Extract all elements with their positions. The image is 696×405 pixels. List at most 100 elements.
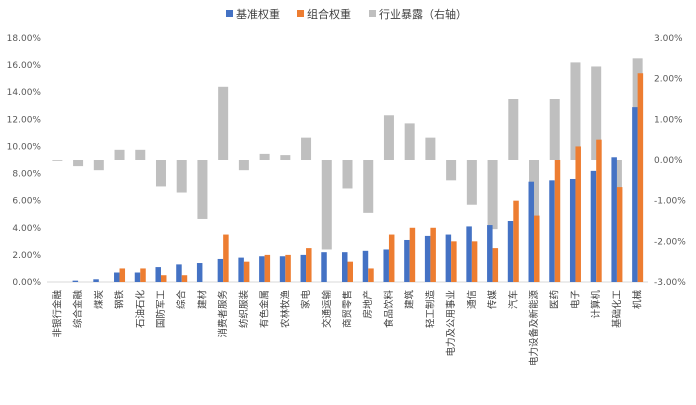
category-label: 传媒 — [487, 290, 499, 310]
base-weight-bar — [362, 250, 369, 282]
legend-label-base: 基准权重 — [236, 7, 280, 21]
base-weight-bar — [383, 249, 389, 282]
category-label: 综合 — [176, 290, 188, 310]
left-axis-tick-label: 6.00% — [12, 197, 41, 207]
base-weight-bar — [549, 180, 555, 282]
category-label: 电力设备及新能源 — [528, 290, 540, 367]
right-axis-tick-label: 0.00% — [654, 156, 683, 166]
portfolio-weight-bar — [264, 254, 271, 282]
exposure-bar — [342, 160, 353, 189]
exposure-bar — [466, 160, 477, 205]
left-axis-tick-label: 14.00% — [7, 88, 42, 98]
exposure-bar — [591, 66, 602, 160]
left-axis-tick-label: 16.00% — [7, 61, 42, 71]
portfolio-weight-bar — [285, 254, 291, 282]
portfolio-weight-bar — [409, 227, 416, 282]
exposure-bar — [446, 160, 457, 181]
category-label: 交通运输 — [321, 290, 333, 329]
base-weight-bar — [611, 157, 617, 282]
category-label: 建筑 — [404, 290, 416, 310]
base-weight-bar — [632, 107, 638, 282]
left-axis-tick-label: 12.00% — [7, 115, 42, 125]
base-weight-bar — [279, 256, 286, 282]
base-weight-bar — [72, 280, 79, 282]
exposure-bar — [280, 155, 291, 160]
category-label: 计算机 — [590, 290, 602, 319]
left-axis-tick-label: 0.00% — [12, 278, 41, 288]
exposure-bar — [321, 160, 332, 250]
bars — [52, 58, 644, 282]
exposure-bar — [52, 160, 63, 161]
exposure-bar — [114, 149, 125, 160]
category-label: 基础化工 — [611, 290, 623, 329]
category-label: 综合金融 — [72, 290, 84, 329]
exposure-bar — [197, 160, 208, 219]
category-label: 电力及公用事业 — [445, 290, 457, 357]
base-weight-bar — [321, 252, 327, 282]
category-label: 通信 — [466, 290, 478, 309]
exposure-bar — [93, 160, 104, 171]
category-label: 建材 — [196, 290, 208, 310]
base-weight-bar — [342, 252, 348, 282]
right-axis-tick-label: -1.00% — [654, 197, 686, 207]
category-label: 机械 — [632, 290, 644, 310]
portfolio-weight-bar — [368, 268, 374, 282]
legend-label-exposure: 行业暴露（右轴） — [379, 7, 467, 21]
base-weight-bar — [445, 234, 452, 282]
legend-swatch-exposure — [369, 10, 376, 17]
left-axis-tick-label: 8.00% — [12, 170, 41, 180]
exposure-bar — [549, 99, 560, 160]
exposure-bar — [176, 160, 187, 193]
base-weight-bar — [300, 254, 307, 282]
portfolio-weight-bar — [306, 248, 312, 282]
base-weight-bar — [424, 235, 431, 282]
category-label: 国防军工 — [155, 290, 167, 329]
base-weight-bar — [404, 239, 410, 282]
right-axis-tick-label: -3.00% — [654, 278, 686, 288]
left-axis-tick-label: 2.00% — [12, 251, 41, 261]
portfolio-weight-bar — [554, 160, 561, 282]
portfolio-weight-bar — [471, 241, 478, 282]
portfolio-weight-bar — [492, 248, 499, 282]
right-axis-tick-label: 3.00% — [654, 34, 683, 44]
portfolio-weight-bar — [140, 268, 146, 282]
base-weight-bar — [590, 170, 597, 282]
category-label: 食品饮料 — [383, 290, 395, 329]
portfolio-weight-bar — [534, 215, 540, 282]
base-weight-bar — [93, 279, 99, 282]
category-label: 消费者服务 — [217, 290, 229, 338]
category-labels: 非银行金融 综合金融 煤炭 钢铁 石油石化 国防军工 综合 建材 消费者服务 纺织服装 有色金属 农林… — [51, 290, 643, 367]
base-weight-bar — [528, 181, 535, 282]
category-label: 农林牧渔 — [279, 290, 291, 329]
base-weight-bar — [259, 256, 265, 282]
legend-label-portfolio: 组合权重 — [307, 7, 351, 21]
portfolio-weight-bar — [181, 275, 188, 282]
category-label: 纺织服装 — [238, 290, 250, 329]
exposure-bar — [363, 160, 374, 213]
base-weight-bar — [196, 263, 203, 282]
portfolio-weight-bar — [430, 227, 436, 282]
exposure-bar — [135, 149, 146, 160]
exposure-bar — [155, 160, 166, 187]
category-label: 钢铁 — [114, 290, 126, 310]
category-label: 非银行金融 — [51, 290, 63, 338]
portfolio-weight-bar — [243, 261, 250, 282]
base-weight-bar — [569, 178, 576, 282]
base-weight-bar — [114, 272, 120, 282]
base-weight-bar — [238, 257, 244, 282]
category-label: 房地产 — [362, 290, 374, 319]
portfolio-weight-bar — [347, 261, 353, 282]
exposure-bar — [570, 62, 581, 160]
portfolio-weight-bar — [119, 268, 126, 282]
portfolio-weight-bar — [388, 234, 395, 282]
base-weight-bar — [134, 272, 141, 282]
legend: 基准权重 组合权重 行业暴露（右轴） — [226, 7, 467, 21]
exposure-bar — [383, 115, 394, 160]
portfolio-weight-bar — [575, 146, 581, 282]
exposure-bar — [425, 137, 436, 160]
category-label: 家电 — [300, 290, 312, 310]
base-weight-bar — [487, 225, 493, 282]
portfolio-weight-bar — [637, 73, 644, 282]
exposure-bar — [259, 153, 270, 160]
base-weight-bar — [466, 226, 472, 282]
